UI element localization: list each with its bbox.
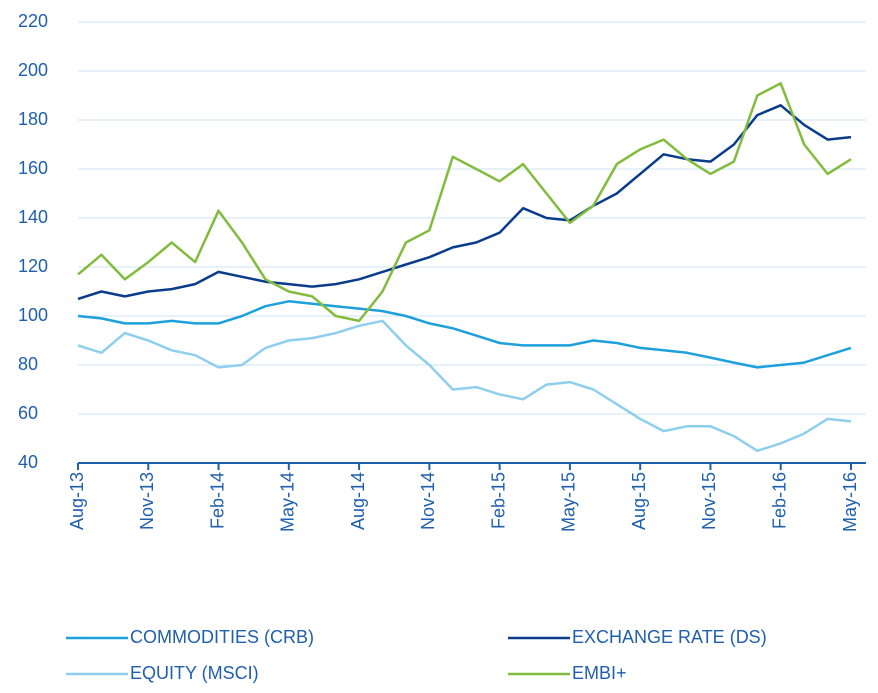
series-line bbox=[77, 300, 852, 369]
y-tick-label: 40 bbox=[18, 452, 38, 472]
y-tick-label: 220 bbox=[18, 11, 48, 31]
y-tick-label: 200 bbox=[18, 60, 48, 80]
x-tick-label: Feb-15 bbox=[488, 472, 508, 529]
y-tick-label: 100 bbox=[18, 305, 48, 325]
y-tick-label: 120 bbox=[18, 256, 48, 276]
y-tick-label: 80 bbox=[18, 354, 38, 374]
x-tick-label: Feb-16 bbox=[769, 472, 789, 529]
legend-label: EMBI+ bbox=[572, 663, 627, 683]
x-tick-label: Feb-14 bbox=[207, 472, 227, 529]
y-tick-label: 60 bbox=[18, 403, 38, 423]
x-tick-label: May-15 bbox=[559, 472, 579, 532]
series-line bbox=[77, 319, 852, 453]
series-line bbox=[77, 82, 852, 323]
x-tick-label: Aug-15 bbox=[629, 472, 649, 530]
legend-label: COMMODITIES (CRB) bbox=[130, 627, 314, 647]
series-line bbox=[77, 104, 852, 301]
x-tick-label: Nov-15 bbox=[699, 472, 719, 530]
x-tick-label: May-16 bbox=[840, 472, 860, 532]
legend-label: EXCHANGE RATE (DS) bbox=[572, 627, 767, 647]
x-tick-label: Nov-13 bbox=[137, 472, 157, 530]
x-tick-label: May-14 bbox=[278, 472, 298, 532]
legend-label: EQUITY (MSCI) bbox=[130, 663, 259, 683]
x-tick-label: Nov-14 bbox=[418, 472, 438, 530]
x-tick-label: Aug-13 bbox=[67, 472, 87, 530]
y-tick-label: 140 bbox=[18, 207, 48, 227]
x-tick-label: Aug-14 bbox=[348, 472, 368, 530]
y-tick-label: 160 bbox=[18, 158, 48, 178]
y-tick-label: 180 bbox=[18, 109, 48, 129]
